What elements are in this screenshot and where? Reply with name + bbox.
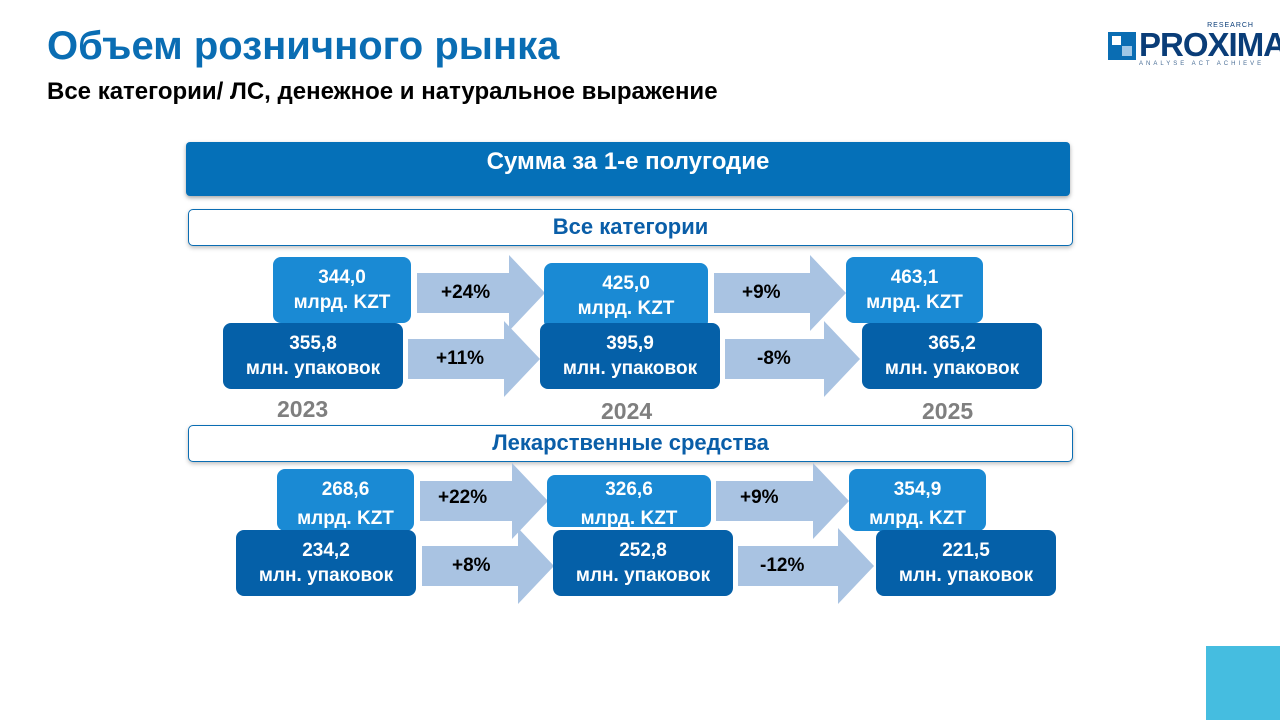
year-2023: 2023 bbox=[277, 396, 329, 422]
value: 268,6 bbox=[321, 479, 370, 500]
arrow-right-icon bbox=[714, 255, 846, 331]
page-subtitle: Все категории/ ЛС, денежное и натурально… bbox=[47, 78, 718, 105]
unit: млн. упаковок bbox=[575, 565, 711, 586]
unit: млн. упаковок bbox=[884, 358, 1020, 379]
value: 365,2 bbox=[928, 333, 976, 354]
all-packs-2025: 365,2 млн. упаковок bbox=[862, 323, 1042, 389]
unit: млн. упаковок bbox=[898, 565, 1034, 586]
unit: млн. упаковок bbox=[562, 358, 698, 379]
all-money-arrow-2: +9% bbox=[714, 255, 846, 331]
year-2024: 2024 bbox=[601, 398, 653, 424]
all-money-2024: 425,0 млрд. KZT bbox=[544, 263, 708, 329]
change-label: +8% bbox=[452, 555, 491, 576]
logo-tagline: ANALYSE ACT ACHIEVE bbox=[1139, 61, 1265, 67]
half-year-banner: Сумма за 1-е полугодие bbox=[186, 142, 1070, 196]
all-packs-2024: 395,9 млн. упаковок bbox=[540, 323, 720, 389]
med-packs-2023: 234,2 млн. упаковок bbox=[236, 530, 416, 596]
med-packs-arrow-1: +8% bbox=[422, 528, 554, 604]
page-title: Объем розничного рынка bbox=[47, 24, 560, 68]
unit: млрд. KZT bbox=[293, 292, 391, 313]
arrow-right-icon bbox=[738, 528, 874, 604]
value: 355,8 bbox=[289, 333, 337, 354]
change-label: +22% bbox=[438, 487, 488, 508]
change-label: +9% bbox=[742, 282, 781, 303]
arrow-right-icon bbox=[420, 463, 548, 539]
proxima-logo: PROXIMA RESEARCH ANALYSE ACT ACHIEVE bbox=[1108, 22, 1280, 68]
all-money-2025: 463,1 млрд. KZT bbox=[846, 257, 983, 323]
med-money-arrow-1: +22% bbox=[420, 463, 548, 539]
med-money-2023: 268,6 млрд. KZT bbox=[277, 469, 414, 531]
value: 344,0 bbox=[318, 267, 366, 288]
arrow-right-icon bbox=[716, 463, 849, 539]
arrow-right-icon bbox=[725, 321, 860, 397]
value: 252,8 bbox=[619, 540, 667, 561]
arrow-right-icon bbox=[422, 528, 554, 604]
value: 354,9 bbox=[893, 479, 942, 500]
logo-mark-icon bbox=[1108, 32, 1136, 60]
logo-text: PROXIMA bbox=[1139, 26, 1280, 63]
unit: млрд. KZT bbox=[866, 292, 963, 313]
all-packs-2023: 355,8 млн. упаковок bbox=[223, 323, 403, 389]
value: 395,9 bbox=[606, 333, 654, 354]
unit: млрд. KZT bbox=[577, 298, 675, 319]
arrow-right-icon bbox=[408, 321, 540, 397]
change-label: -8% bbox=[757, 348, 791, 369]
arrow-right-icon bbox=[417, 255, 545, 331]
change-label: +9% bbox=[740, 487, 779, 508]
change-label: +24% bbox=[441, 282, 491, 303]
med-packs-arrow-2: -12% bbox=[738, 528, 874, 604]
med-money-arrow-2: +9% bbox=[716, 463, 849, 539]
logo-research: RESEARCH bbox=[1207, 22, 1254, 29]
section-all-categories: Все категории bbox=[188, 209, 1073, 246]
unit: млрд. KZT bbox=[297, 508, 394, 529]
med-money-2024: 326,6 млрд. KZT bbox=[547, 475, 711, 529]
unit: млн. упаковок bbox=[245, 358, 381, 379]
value: 425,0 bbox=[602, 273, 650, 294]
change-label: -12% bbox=[760, 555, 805, 576]
value: 326,6 bbox=[605, 479, 653, 500]
all-packs-arrow-2: -8% bbox=[725, 321, 860, 397]
med-packs-2024: 252,8 млн. упаковок bbox=[553, 530, 733, 596]
section-medicines: Лекарственные средства bbox=[188, 425, 1073, 462]
unit: млрд. KZT bbox=[869, 508, 966, 529]
unit: млрд. KZT bbox=[580, 508, 678, 529]
value: 463,1 bbox=[890, 267, 939, 288]
value: 234,2 bbox=[302, 540, 350, 561]
year-2025: 2025 bbox=[922, 398, 974, 424]
med-money-2025: 354,9 млрд. KZT bbox=[849, 469, 986, 531]
all-money-arrow-1: +24% bbox=[417, 255, 545, 331]
all-packs-arrow-1: +11% bbox=[408, 321, 540, 397]
med-packs-2025: 221,5 млн. упаковок bbox=[876, 530, 1056, 596]
corner-decoration bbox=[1206, 646, 1280, 720]
unit: млн. упаковок bbox=[258, 565, 394, 586]
value: 221,5 bbox=[942, 540, 990, 561]
all-money-2023: 344,0 млрд. KZT bbox=[273, 257, 411, 323]
change-label: +11% bbox=[436, 348, 485, 369]
